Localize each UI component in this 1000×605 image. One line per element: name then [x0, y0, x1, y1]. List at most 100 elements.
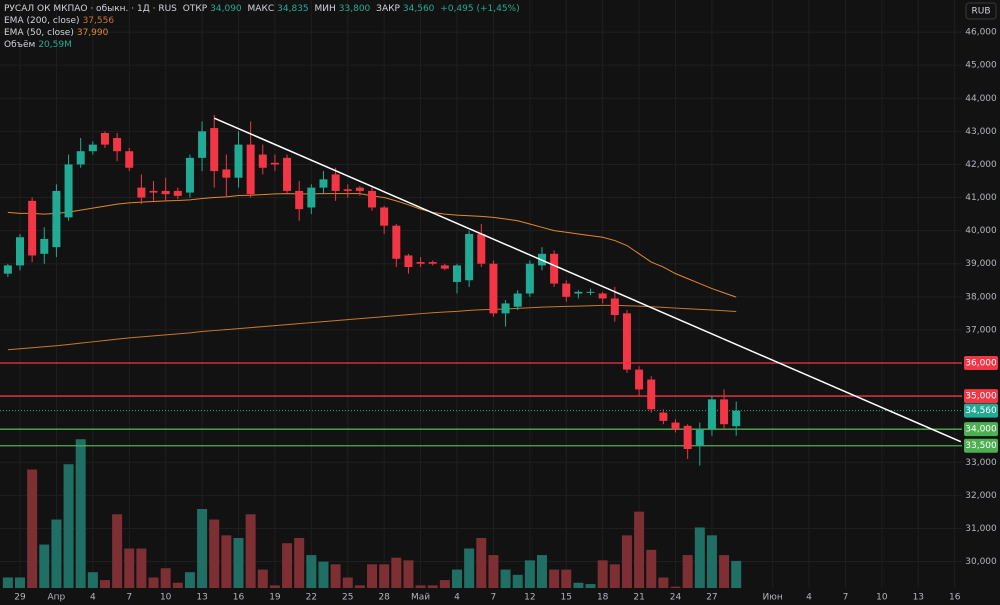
volume-bar: [694, 527, 705, 588]
ohlc-value: 34,835: [277, 4, 309, 14]
volume-bar: [342, 577, 353, 588]
x-tick-label: 7: [843, 593, 849, 603]
candle-body: [525, 263, 534, 294]
candle-body: [477, 233, 486, 264]
volume-bar: [573, 582, 584, 588]
y-tick-label: 31,000: [965, 524, 997, 534]
x-tick-label: 4: [454, 593, 460, 603]
y-tick-label: 30,000: [965, 557, 997, 567]
candle-body: [40, 238, 49, 254]
candle-body: [343, 189, 352, 191]
symbol-row: РУСАЛ ОК МКПАО · обыкн. · 1Д · RUS ОТКР 3…: [4, 3, 523, 15]
volume-bar: [209, 519, 220, 588]
legend: РУСАЛ ОК МКПАО · обыкн. · 1Д · RUS ОТКР 3…: [4, 3, 523, 51]
candle-body: [185, 157, 194, 193]
legend-row[interactable]: EMA (50, close) 37,990: [4, 27, 523, 39]
candle-body: [15, 237, 24, 266]
candle-body: [610, 298, 619, 316]
candle-body: [161, 190, 170, 195]
candle-body: [295, 190, 304, 210]
ohlc-label: МАКС: [247, 4, 275, 14]
volume-bar: [706, 535, 717, 588]
candle-body: [732, 410, 741, 427]
series-name: Объём: [4, 40, 36, 50]
candle-body: [453, 265, 462, 282]
x-tick-label: 10: [160, 593, 172, 603]
ohlc-value: 34,560: [402, 4, 435, 14]
price-tag-label: 33,500: [965, 441, 997, 451]
candle-body: [550, 253, 559, 284]
candle-body: [173, 190, 182, 196]
legend-row[interactable]: EMA (200, close) 37,556: [4, 15, 523, 27]
volume-bar: [415, 585, 426, 588]
volume-bar: [646, 549, 657, 588]
x-tick-label: 4: [90, 593, 96, 603]
volume-bar: [427, 585, 438, 588]
candle-body: [404, 255, 413, 268]
candle-body: [586, 291, 595, 293]
candle-body: [234, 144, 243, 178]
candle-body: [76, 151, 85, 165]
candle-body: [331, 174, 340, 191]
volume-bar: [112, 514, 123, 588]
x-tick-label: 13: [196, 593, 207, 603]
candle-body: [149, 190, 158, 193]
volume-bar: [282, 543, 293, 588]
price-tag-label: 34,000: [965, 425, 997, 435]
legend-row[interactable]: Объём 20,59M: [4, 39, 523, 51]
candle-body: [137, 187, 146, 198]
ohlc-value: 34,090: [210, 4, 242, 14]
candle-body: [28, 200, 37, 256]
candle-body: [210, 128, 219, 172]
x-tick-label: 24: [670, 593, 682, 603]
x-tick-label: 21: [633, 593, 644, 603]
volume-bar: [658, 577, 669, 588]
volume-bar: [51, 519, 62, 588]
candle-body: [198, 131, 207, 158]
volume-bar: [367, 564, 378, 588]
volume-bar: [87, 572, 98, 588]
x-tick-label: 25: [342, 593, 353, 603]
volume-bar: [221, 535, 232, 588]
series-value: 37,556: [82, 16, 115, 26]
candle-body: [489, 263, 498, 314]
candle-body: [283, 157, 292, 191]
x-tick-label: Май: [411, 593, 430, 603]
candle-body: [88, 144, 97, 152]
volume-bar: [524, 560, 535, 588]
volume-bar: [621, 535, 632, 588]
series-name: EMA (200, close): [4, 16, 80, 26]
y-tick-label: 44,000: [965, 94, 997, 104]
volume-bar: [549, 569, 560, 588]
volume-bar: [197, 509, 208, 588]
volume-bar: [391, 557, 402, 588]
candle-body: [416, 262, 425, 264]
y-tick-label: 33,000: [965, 458, 997, 468]
currency-button[interactable]: [965, 2, 997, 20]
volume-bar: [306, 555, 317, 588]
volume-bar: [403, 560, 414, 588]
price-tag: [964, 355, 998, 370]
candle-body: [440, 265, 449, 269]
currency-label: RUB: [971, 7, 990, 17]
volume-bar: [245, 514, 256, 588]
candle-body: [392, 225, 401, 259]
volume-bar: [597, 560, 608, 588]
volume-bar: [14, 577, 25, 588]
price-tag-label: 36,000: [965, 358, 997, 368]
y-tick-label: 37,000: [965, 325, 997, 335]
x-tick-label: 7: [491, 593, 497, 603]
volume-bar: [148, 577, 159, 588]
x-tick-label: 15: [561, 593, 572, 603]
x-tick-label: 27: [706, 593, 717, 603]
candle-body: [307, 187, 316, 208]
volume-bar: [464, 548, 475, 588]
candle-body: [707, 399, 716, 430]
x-tick-label: Апр: [48, 593, 66, 603]
candle-body: [720, 399, 729, 425]
volume-bar: [354, 585, 365, 588]
candle-body: [3, 265, 12, 274]
y-tick-label: 40,000: [965, 226, 997, 236]
